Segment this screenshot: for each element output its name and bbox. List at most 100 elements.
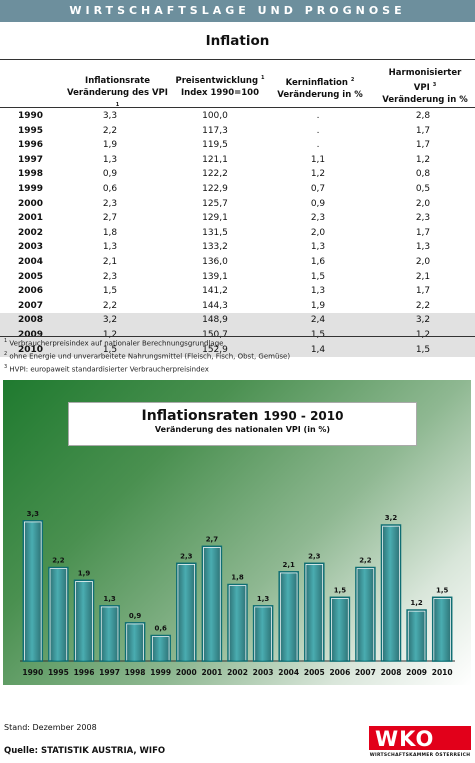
row-index: 100,0 <box>202 111 228 121</box>
header-hvpi: Harmonisierter VPI 3 Veränderung in % <box>375 67 475 106</box>
row-inflationsrate: 1,3 <box>102 242 118 253</box>
bar-fill-1995 <box>50 569 67 661</box>
table-bottom-rule <box>0 336 475 337</box>
data-label-2003: 1,3 <box>257 595 270 603</box>
bar-fill-2001 <box>203 547 220 662</box>
table-row: 2001 2,7 129,1 2,3 2,3 <box>0 211 475 226</box>
row-index: 136,0 <box>202 256 228 267</box>
row-index: 152,9 <box>202 344 228 355</box>
header-kerninflation-sub: Veränderung in % <box>277 89 363 100</box>
row-index: 150,7 <box>202 329 228 340</box>
row-year: 1999 <box>18 183 44 194</box>
row-kerninflation: . <box>316 140 320 151</box>
data-label-2000: 2,3 <box>180 552 193 560</box>
row-kerninflation: 1,3 <box>310 242 326 253</box>
data-label-2009: 1,2 <box>410 599 423 607</box>
wko-logo-tagline: WIRTSCHAFTSKAMMER ÖSTERREICH <box>369 753 471 758</box>
row-year: 2001 <box>18 213 44 224</box>
row-inflationsrate: 1,2 <box>102 329 118 340</box>
row-index: 133,2 <box>202 242 228 253</box>
row-inflationsrate: 3,2 <box>102 315 118 326</box>
row-kerninflation: 1,2 <box>310 169 326 180</box>
row-year: 1997 <box>18 154 44 165</box>
x-tick-2000: 2000 <box>176 668 197 677</box>
row-kerninflation: 1,5 <box>310 329 326 340</box>
row-hvpi: 1,7 <box>415 227 431 238</box>
row-inflationsrate: 1,9 <box>102 140 118 151</box>
row-hvpi: 1,7 <box>415 140 431 151</box>
table-row: 2007 2,2 144,3 1,9 2,2 <box>0 299 475 314</box>
stand-date: Stand: Dezember 2008 <box>4 723 97 732</box>
bar-fill-1998 <box>127 624 144 662</box>
bar-fill-2003 <box>255 607 272 662</box>
table-row: 1995 2,2 117,3. 1,7 <box>0 124 475 139</box>
row-index: 122,2 <box>202 169 228 180</box>
chart-subtitle: Veränderung des nationalen VPI (in %) <box>154 425 331 434</box>
row-inflationsrate: 1,3 <box>102 154 118 165</box>
footnote-ref: 1 <box>115 102 120 108</box>
data-label-1999: 0,6 <box>154 625 167 633</box>
row-index: 117,3 <box>202 125 228 136</box>
row-inflationsrate: 2,7 <box>102 213 118 224</box>
row-hvpi: 1,7 <box>415 286 431 297</box>
row-year: 2009 <box>18 329 44 340</box>
header-preisentwicklung-sub: Index 1990=100 <box>180 87 260 98</box>
footnote-3-text: HVPI: europaweit standardisierter Verbra… <box>9 365 209 374</box>
row-kerninflation: . <box>316 125 320 136</box>
row-hvpi: 1,2 <box>415 329 431 340</box>
row-year: 2000 <box>18 198 44 209</box>
row-hvpi: 2,3 <box>415 213 431 224</box>
data-label-2004: 2,1 <box>282 561 295 569</box>
row-index: 144,3 <box>202 300 228 311</box>
x-tick-2001: 2001 <box>201 668 222 677</box>
row-index: 139,1 <box>202 271 228 282</box>
x-tick-2006: 2006 <box>329 668 350 677</box>
row-hvpi: 1,7 <box>415 125 431 136</box>
row-hvpi: 1,2 <box>415 154 431 165</box>
row-inflationsrate: 0,6 <box>102 183 118 194</box>
bar-chart: 3,3 1990 2,2 1995 1,9 1996 1,3 1997 0,9 1998 0,6 19… <box>20 510 455 677</box>
row-index: 121,1 <box>202 154 228 165</box>
table-row: 2003 1,3 133,2 1,3 1,3 <box>0 240 475 255</box>
data-label-1995: 2,2 <box>52 557 65 565</box>
row-index: 119,5 <box>202 140 228 151</box>
row-inflationsrate: 1,5 <box>102 344 118 355</box>
row-kerninflation: 2,3 <box>310 213 326 224</box>
bar-fill-2009 <box>408 611 425 661</box>
footnote-ref: 3 <box>432 82 437 88</box>
bar-fill-2002 <box>229 586 246 661</box>
row-hvpi: 0,5 <box>415 183 431 194</box>
data-label-2006: 1,5 <box>334 586 347 594</box>
row-year: 2002 <box>18 227 44 238</box>
row-kerninflation: 0,9 <box>310 198 326 209</box>
bar-fill-1996 <box>76 581 92 662</box>
row-kerninflation: 2,0 <box>310 227 326 238</box>
row-year: 1996 <box>18 140 44 151</box>
row-inflationsrate: 2,1 <box>102 256 118 267</box>
row-year: 2006 <box>18 286 44 297</box>
x-tick-2002: 2002 <box>227 668 248 677</box>
data-label-1997: 1,3 <box>103 595 116 603</box>
x-tick-2003: 2003 <box>253 668 274 677</box>
table-row: 2000 2,3 125,7 0,9 2,0 <box>0 197 475 212</box>
x-tick-1996: 1996 <box>74 668 95 677</box>
header-inflationsrate: Inflationsrate Veränderung des VPI 1 <box>65 75 170 114</box>
row-index: 148,9 <box>202 315 228 326</box>
data-label-1996: 1,9 <box>78 569 91 577</box>
row-year: 1998 <box>18 169 44 180</box>
table-row: 1996 1,9 119,5. 1,7 <box>0 138 475 153</box>
row-inflationsrate: 1,5 <box>102 286 118 297</box>
header-preisentwicklung: Preisentwicklung 1 Index 1990=100 <box>170 72 270 99</box>
row-hvpi: 2,1 <box>415 271 431 282</box>
row-inflationsrate: 2,3 <box>102 198 118 209</box>
footnote-1: 1 Verbraucherpreisindex auf nationaler B… <box>4 338 223 347</box>
row-kerninflation: 2,4 <box>310 315 326 326</box>
row-kerninflation: 1,4 <box>310 344 326 355</box>
header-preisentwicklung-label: Preisentwicklung <box>175 75 259 86</box>
source-note: Quelle: STATISTIK AUSTRIA, WIFO <box>4 746 166 756</box>
row-year: 1995 <box>18 125 44 136</box>
row-hvpi: 0,8 <box>415 169 431 180</box>
row-hvpi: 1,5 <box>415 344 431 355</box>
x-tick-1998: 1998 <box>125 668 146 677</box>
row-inflationsrate: 2,2 <box>102 300 118 311</box>
